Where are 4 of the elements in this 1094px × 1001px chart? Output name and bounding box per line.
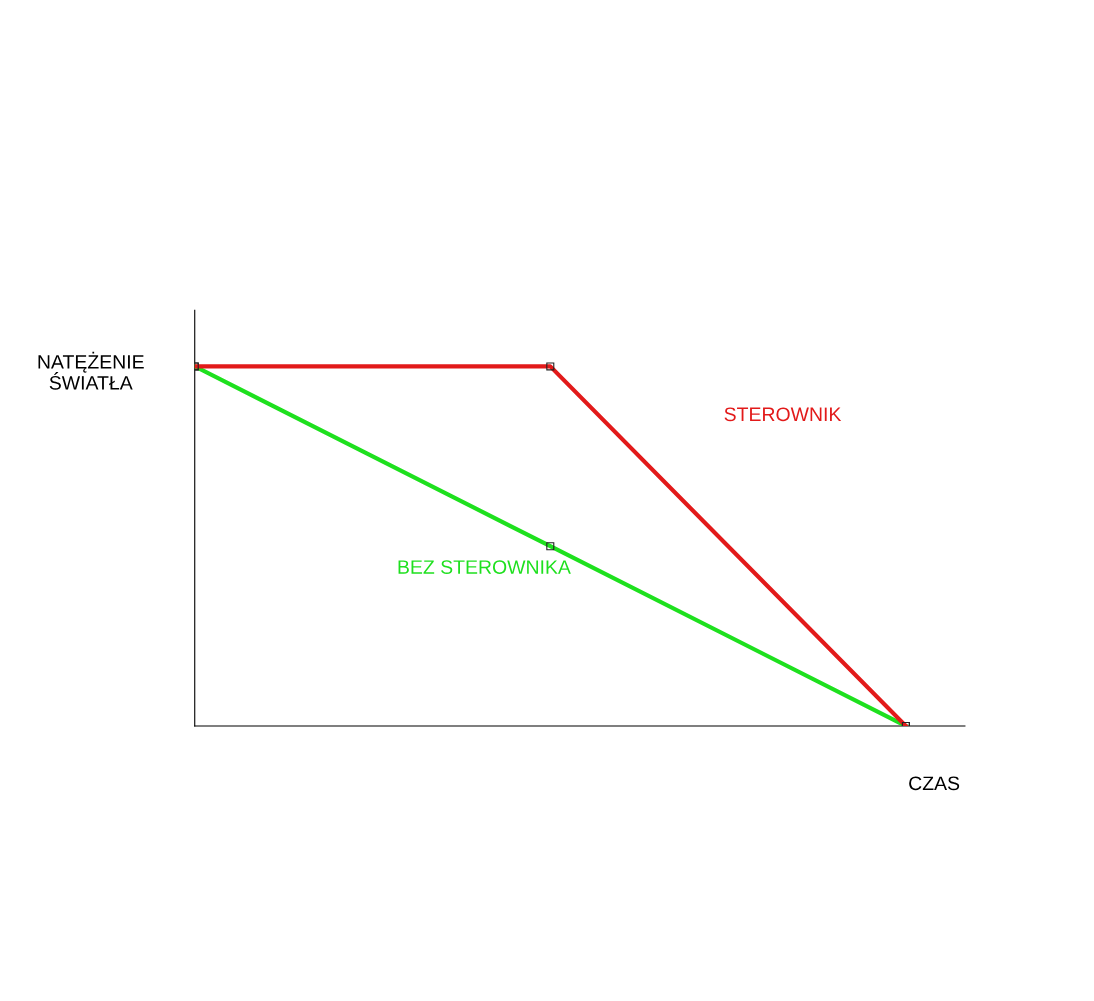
- series-label: BEZ STEROWNIKA: [398, 560, 571, 574]
- y-axis-title: NATĘŻENIE ŚWIATŁA: [38, 351, 144, 390]
- x-axis-title: CZAS: [909, 776, 960, 791]
- text: STEROWNIK: [724, 407, 842, 422]
